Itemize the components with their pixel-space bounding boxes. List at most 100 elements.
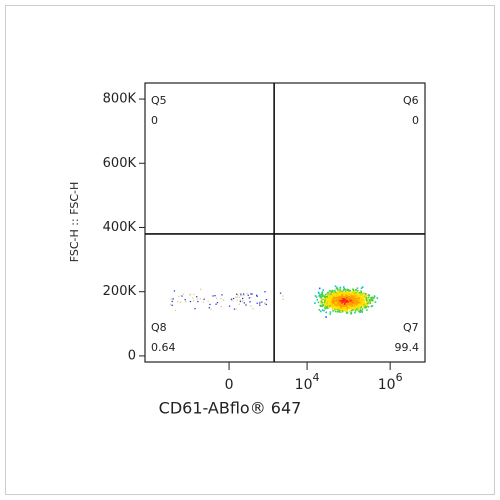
event bbox=[323, 309, 325, 312]
event bbox=[347, 292, 349, 294]
event bbox=[338, 293, 340, 295]
event bbox=[215, 297, 218, 299]
event bbox=[235, 296, 237, 298]
event bbox=[339, 309, 342, 311]
event bbox=[347, 302, 349, 305]
event bbox=[342, 308, 344, 310]
event bbox=[336, 302, 339, 305]
event bbox=[336, 299, 339, 301]
event bbox=[337, 298, 340, 300]
event bbox=[341, 297, 344, 299]
event bbox=[321, 291, 324, 293]
x-tick-label: 106 bbox=[378, 371, 403, 393]
event bbox=[345, 305, 348, 308]
x-tick-label: 0 bbox=[225, 377, 234, 393]
event bbox=[326, 306, 329, 309]
event bbox=[350, 312, 353, 314]
event bbox=[352, 288, 354, 291]
event bbox=[193, 293, 195, 296]
event bbox=[184, 299, 186, 301]
event bbox=[340, 290, 342, 293]
event bbox=[338, 301, 340, 304]
event bbox=[242, 300, 244, 302]
event bbox=[360, 303, 362, 306]
event bbox=[349, 289, 351, 292]
event bbox=[336, 286, 338, 289]
event bbox=[343, 308, 345, 310]
event bbox=[325, 306, 328, 309]
event bbox=[341, 307, 344, 309]
event bbox=[336, 293, 339, 295]
event bbox=[348, 291, 351, 294]
event bbox=[340, 297, 342, 299]
event bbox=[370, 299, 373, 302]
event bbox=[332, 294, 334, 296]
event bbox=[325, 316, 327, 318]
event bbox=[320, 300, 322, 303]
event bbox=[366, 302, 369, 305]
event bbox=[356, 287, 359, 289]
event bbox=[314, 295, 317, 297]
event bbox=[332, 291, 334, 294]
event bbox=[362, 302, 365, 305]
event bbox=[342, 298, 345, 300]
event bbox=[189, 294, 191, 296]
event bbox=[320, 297, 323, 300]
event bbox=[342, 304, 345, 306]
event bbox=[349, 304, 352, 307]
event bbox=[371, 305, 374, 307]
event bbox=[323, 303, 325, 305]
event bbox=[342, 295, 345, 298]
event bbox=[330, 293, 332, 296]
event bbox=[351, 293, 354, 295]
event bbox=[351, 306, 354, 308]
event bbox=[366, 304, 368, 307]
event bbox=[346, 297, 348, 300]
event bbox=[361, 303, 363, 305]
event bbox=[318, 309, 321, 311]
event bbox=[360, 290, 362, 292]
x-tick-exponent: 6 bbox=[396, 371, 403, 384]
event bbox=[330, 292, 332, 295]
event bbox=[337, 290, 340, 292]
event bbox=[370, 298, 373, 301]
event bbox=[353, 300, 356, 302]
event bbox=[325, 299, 328, 301]
event bbox=[334, 294, 337, 297]
event bbox=[333, 305, 335, 307]
event bbox=[346, 309, 349, 312]
event bbox=[320, 298, 323, 301]
event bbox=[321, 298, 324, 301]
event bbox=[360, 300, 362, 302]
event bbox=[341, 293, 344, 296]
event bbox=[361, 301, 363, 304]
event bbox=[324, 303, 326, 306]
event bbox=[174, 309, 176, 312]
event bbox=[330, 291, 333, 294]
event bbox=[329, 293, 331, 295]
event bbox=[357, 308, 359, 310]
event bbox=[364, 299, 366, 301]
event bbox=[337, 309, 339, 311]
event bbox=[337, 300, 339, 303]
event bbox=[332, 306, 335, 309]
event bbox=[336, 311, 339, 313]
event bbox=[364, 302, 366, 304]
event bbox=[372, 299, 374, 302]
event bbox=[344, 290, 347, 293]
event bbox=[353, 297, 355, 299]
event bbox=[331, 305, 334, 307]
event bbox=[365, 303, 367, 305]
event bbox=[368, 299, 371, 301]
plot-area bbox=[144, 82, 426, 363]
event bbox=[336, 297, 339, 300]
event bbox=[338, 309, 341, 312]
event bbox=[321, 300, 323, 303]
event bbox=[351, 304, 354, 306]
event bbox=[346, 291, 348, 293]
event bbox=[344, 307, 347, 309]
quadrant-name: Q6 bbox=[403, 94, 419, 107]
event bbox=[355, 299, 357, 302]
event bbox=[359, 295, 362, 298]
event bbox=[259, 304, 261, 306]
